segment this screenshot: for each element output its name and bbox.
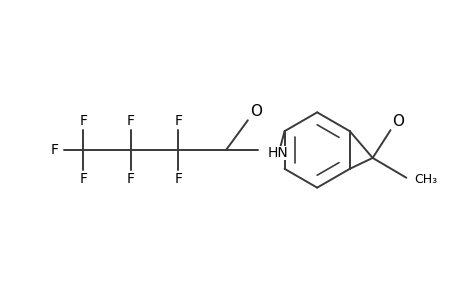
Text: F: F bbox=[127, 172, 134, 186]
Text: HN: HN bbox=[267, 146, 288, 160]
Text: O: O bbox=[392, 114, 403, 129]
Text: CH₃: CH₃ bbox=[414, 173, 437, 186]
Text: F: F bbox=[174, 114, 182, 128]
Text: F: F bbox=[127, 114, 134, 128]
Text: F: F bbox=[79, 114, 87, 128]
Text: O: O bbox=[249, 104, 261, 119]
Text: F: F bbox=[174, 172, 182, 186]
Text: F: F bbox=[50, 143, 58, 157]
Text: F: F bbox=[79, 172, 87, 186]
